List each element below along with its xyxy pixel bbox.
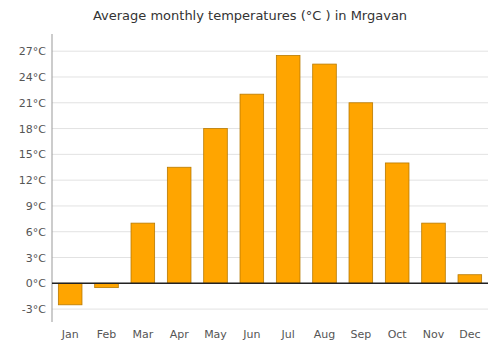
y-tick-label: 18°C bbox=[19, 123, 46, 136]
grid-line bbox=[52, 76, 488, 77]
grid-line bbox=[52, 102, 488, 103]
y-axis bbox=[52, 34, 53, 322]
x-tick-label: Dec bbox=[459, 328, 480, 341]
grid-line bbox=[52, 205, 488, 206]
x-tick-label: Apr bbox=[170, 328, 190, 341]
bar bbox=[167, 167, 191, 283]
title: Average monthly temperatures (°C ) in Mr… bbox=[93, 8, 407, 23]
x-tick-label: May bbox=[204, 328, 227, 341]
grid-line bbox=[52, 51, 488, 52]
bar bbox=[131, 223, 155, 283]
y-tick-label: 12°C bbox=[19, 174, 46, 187]
x-tick-label: Nov bbox=[423, 328, 445, 341]
grid-line bbox=[52, 309, 488, 310]
y-tick-label: 27°C bbox=[19, 45, 46, 58]
bar bbox=[58, 283, 82, 304]
bar bbox=[422, 223, 446, 283]
y-tick-label: -3°C bbox=[22, 303, 46, 316]
bars bbox=[58, 55, 481, 304]
y-tick-label: 0°C bbox=[26, 277, 46, 290]
grid-line bbox=[52, 180, 488, 181]
bar bbox=[240, 94, 264, 283]
grid-line bbox=[52, 128, 488, 129]
y-tick-label: 24°C bbox=[19, 71, 46, 84]
bar bbox=[458, 275, 482, 284]
bar bbox=[276, 55, 300, 283]
y-tick-label: 6°C bbox=[26, 226, 46, 239]
x-tick-label: Aug bbox=[314, 328, 335, 341]
x-tick-label: Jan bbox=[61, 328, 79, 341]
x-tick-label: Jun bbox=[242, 328, 260, 341]
grid-line bbox=[52, 154, 488, 155]
x-tick-label: Jul bbox=[281, 328, 295, 341]
y-tick-label: 15°C bbox=[19, 148, 46, 161]
y-tick-label: 9°C bbox=[26, 200, 46, 213]
x-tick-label: Mar bbox=[132, 328, 153, 341]
y-tick-label: 21°C bbox=[19, 97, 46, 110]
bar bbox=[204, 129, 228, 284]
chart: Average monthly temperatures (°C ) in Mr… bbox=[0, 0, 500, 350]
baseline bbox=[52, 283, 488, 285]
x-tick-label: Oct bbox=[388, 328, 408, 341]
x-tick-label: Sep bbox=[350, 328, 371, 341]
grid-line bbox=[52, 283, 488, 284]
bar bbox=[349, 103, 373, 284]
y-tick-label: 3°C bbox=[26, 252, 46, 265]
bar bbox=[313, 64, 337, 283]
x-tick-label: Feb bbox=[97, 328, 116, 341]
grid bbox=[52, 51, 488, 309]
bar bbox=[385, 163, 409, 283]
